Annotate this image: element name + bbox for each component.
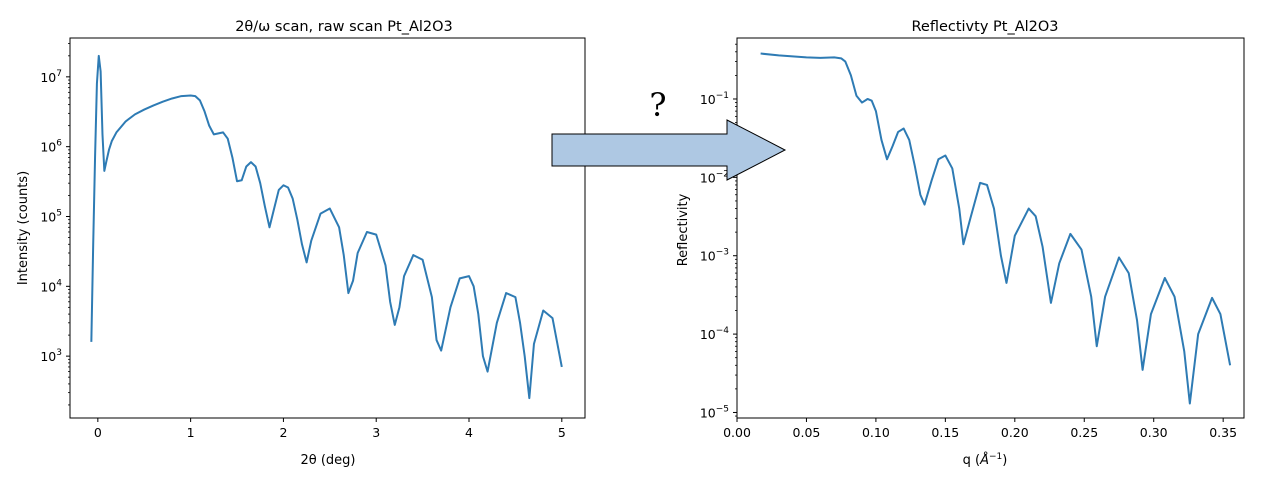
chart-title: 2θ/ω scan, raw scan Pt_Al2O3 (235, 19, 453, 35)
series-line (760, 52, 1232, 405)
question-mark: ? (649, 86, 666, 124)
transform-arrow (551, 119, 787, 181)
series-line (90, 54, 563, 400)
y-axis-label: Reflectivity (676, 193, 691, 266)
y-tick-label: 10−3 (700, 248, 729, 264)
x-tick-label: 0.25 (1070, 425, 1098, 440)
y-tick-label: 107 (40, 69, 62, 85)
y-tick-label: 103 (40, 348, 62, 364)
y-tick-label: 10−4 (700, 326, 729, 342)
plot-frame (736, 37, 1245, 419)
x-tick-label: 0.35 (1209, 425, 1237, 440)
x-tick-label: 1 (187, 425, 195, 440)
x-axis-ticks: 0 1 2 3 4 5 (94, 418, 566, 440)
x-axis-ticks: 0.00 0.05 0.10 0.15 0.20 0.25 0.30 0.35 (723, 418, 1237, 440)
plot-frame (69, 37, 586, 419)
x-tick-label: 5 (558, 425, 566, 440)
y-tick-label: 106 (40, 139, 62, 155)
y-tick-label: 104 (40, 278, 62, 294)
reflectivity-chart: Reflectivty Pt_Al2O3 0.00 0.05 0.10 0.15 0.2… (676, 19, 1245, 468)
y-axis-ticks: 103 104 105 106 107 (40, 43, 70, 406)
y-tick-label: 10−1 (700, 91, 729, 107)
x-axis-label: 2θ (deg) (300, 453, 355, 468)
x-tick-label: 0.10 (862, 425, 890, 440)
chart-title: Reflectivty Pt_Al2O3 (911, 19, 1058, 35)
x-tick-label: 0.00 (723, 425, 751, 440)
x-tick-label: 2 (279, 425, 287, 440)
x-tick-label: 3 (372, 425, 380, 440)
x-tick-label: 0.20 (1001, 425, 1029, 440)
x-tick-label: 0 (94, 425, 102, 440)
x-tick-label: 0.30 (1140, 425, 1168, 440)
y-axis-ticks: 10−5 10−4 10−3 10−2 10−1 (700, 43, 737, 420)
x-tick-label: 0.05 (793, 425, 821, 440)
x-tick-label: 4 (465, 425, 473, 440)
x-axis-label: q (Å−1) (963, 452, 1008, 468)
y-tick-label: 10−2 (700, 169, 729, 185)
y-tick-label: 10−5 (700, 404, 729, 420)
y-axis-label: Intensity (counts) (16, 171, 31, 285)
x-tick-label: 0.15 (931, 425, 959, 440)
y-tick-label: 105 (40, 208, 62, 224)
